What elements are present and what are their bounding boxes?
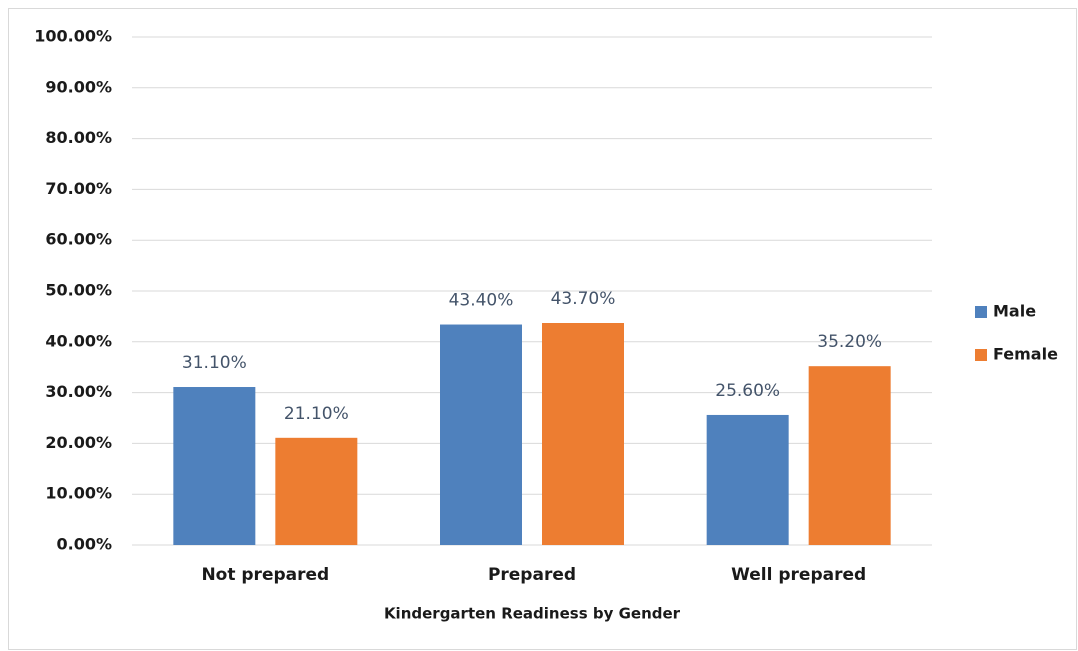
y-tick-label: 80.00% bbox=[45, 128, 112, 147]
legend-swatch bbox=[975, 306, 987, 318]
y-tick-label: 40.00% bbox=[45, 331, 112, 350]
bar bbox=[440, 324, 522, 545]
y-tick-label: 0.00% bbox=[56, 535, 112, 554]
data-label: 43.40% bbox=[449, 291, 514, 311]
y-tick-label: 70.00% bbox=[45, 179, 112, 198]
y-tick-label: 50.00% bbox=[45, 281, 112, 300]
bar bbox=[808, 366, 891, 545]
bar bbox=[173, 387, 256, 545]
y-tick-label: 60.00% bbox=[45, 230, 112, 249]
y-tick-label: 20.00% bbox=[45, 433, 112, 452]
legend-swatch bbox=[975, 349, 987, 361]
data-label: 35.20% bbox=[817, 332, 882, 352]
bar bbox=[542, 323, 624, 545]
legend-label: Female bbox=[993, 345, 1058, 364]
data-label: 21.10% bbox=[284, 404, 349, 424]
x-axis-title: Kindergarten Readiness by Gender bbox=[384, 605, 681, 623]
x-tick-label: Well prepared bbox=[731, 565, 866, 585]
data-label: 43.70% bbox=[551, 289, 616, 309]
x-tick-label: Prepared bbox=[488, 565, 576, 585]
legend-label: Male bbox=[993, 302, 1036, 321]
data-label: 31.10% bbox=[182, 353, 247, 373]
y-tick-label: 10.00% bbox=[45, 484, 112, 503]
y-tick-label: 30.00% bbox=[45, 382, 112, 401]
y-tick-label: 90.00% bbox=[45, 77, 112, 96]
bar bbox=[275, 437, 358, 545]
x-tick-label: Not prepared bbox=[201, 565, 329, 585]
bar bbox=[706, 414, 789, 545]
y-tick-label: 100.00% bbox=[34, 27, 112, 46]
data-label: 25.60% bbox=[715, 381, 780, 401]
